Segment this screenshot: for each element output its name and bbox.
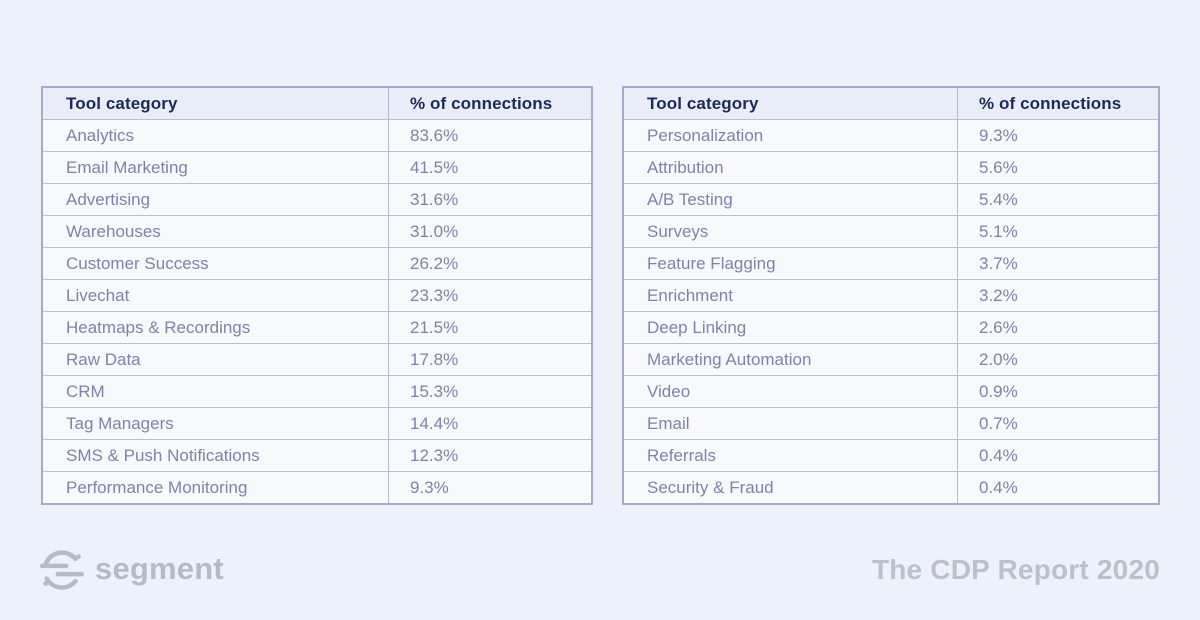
table-row: Deep Linking 2.6% — [624, 311, 1158, 343]
table-row: Heatmaps & Recordings 21.5% — [43, 311, 591, 343]
table-row: Tag Managers 14.4% — [43, 407, 591, 439]
tool-category-cell: Marketing Automation — [647, 349, 812, 369]
percent-connections-cell: 83.6% — [388, 120, 591, 151]
table-row: Video 0.9% — [624, 375, 1158, 407]
table-body: Personalization 9.3% Attribution 5.6% A/B Te… — [624, 119, 1158, 503]
percent-connections-cell: 26.2% — [388, 248, 591, 279]
tool-category-cell: A/B Testing — [647, 189, 733, 209]
percent-connections-cell: 9.3% — [388, 472, 591, 503]
column-header-percent-connections: % of connections — [957, 88, 1158, 119]
percent-connections-cell: 31.6% — [388, 184, 591, 215]
table-body: Analytics 83.6% Email Marketing 41.5% Advert… — [43, 119, 591, 503]
percent-connections-cell: 21.5% — [388, 312, 591, 343]
percent-connections-cell: 3.7% — [957, 248, 1158, 279]
tool-category-cell: Heatmaps & Recordings — [66, 317, 251, 337]
percent-connections-cell: 2.6% — [957, 312, 1158, 343]
brand-name: segment — [95, 550, 224, 586]
tool-category-cell: Tag Managers — [66, 413, 174, 433]
table-row: SMS & Push Notifications 12.3% — [43, 439, 591, 471]
percent-connections-cell: 5.1% — [957, 216, 1158, 247]
percent-connections-cell: 5.4% — [957, 184, 1158, 215]
percent-connections-cell: 41.5% — [388, 152, 591, 183]
percent-connections-cell: 14.4% — [388, 408, 591, 439]
table-row: Feature Flagging 3.7% — [624, 247, 1158, 279]
tool-category-cell: Attribution — [647, 157, 724, 177]
table-row: Surveys 5.1% — [624, 215, 1158, 247]
percent-connections-cell: 23.3% — [388, 280, 591, 311]
table-row: Personalization 9.3% — [624, 119, 1158, 151]
table-row: Advertising 31.6% — [43, 183, 591, 215]
percent-connections-cell: 0.4% — [957, 472, 1158, 503]
percent-connections-cell: 3.2% — [957, 280, 1158, 311]
tool-category-cell: Warehouses — [66, 221, 161, 241]
percent-connections-cell: 0.4% — [957, 440, 1158, 471]
table-row: Referrals 0.4% — [624, 439, 1158, 471]
connections-table-right: Tool category % of connections Personali… — [622, 86, 1160, 505]
tool-category-cell: Performance Monitoring — [66, 477, 248, 497]
tool-category-cell: Deep Linking — [647, 317, 747, 337]
tool-category-cell: Livechat — [66, 285, 130, 305]
table-header-row: Tool category % of connections — [43, 88, 591, 119]
tool-category-cell: Security & Fraud — [647, 477, 774, 497]
tool-category-cell: Personalization — [647, 125, 764, 145]
percent-connections-cell: 5.6% — [957, 152, 1158, 183]
table-row: Warehouses 31.0% — [43, 215, 591, 247]
connections-table-left: Tool category % of connections Analytics… — [41, 86, 593, 505]
tool-category-cell: Video — [647, 381, 691, 401]
table-row: Livechat 23.3% — [43, 279, 591, 311]
percent-connections-cell: 0.9% — [957, 376, 1158, 407]
tool-category-cell: Referrals — [647, 445, 716, 465]
table-row: Email Marketing 41.5% — [43, 151, 591, 183]
column-header-tool-category: Tool category — [647, 93, 759, 113]
percent-connections-cell: 0.7% — [957, 408, 1158, 439]
tool-category-cell: Email Marketing — [66, 157, 188, 177]
table-row: Attribution 5.6% — [624, 151, 1158, 183]
table-row: Marketing Automation 2.0% — [624, 343, 1158, 375]
tool-category-cell: Advertising — [66, 189, 151, 209]
percent-connections-cell: 12.3% — [388, 440, 591, 471]
tool-category-cell: CRM — [66, 381, 105, 401]
table-row: Customer Success 26.2% — [43, 247, 591, 279]
tool-category-cell: Surveys — [647, 221, 709, 241]
percent-connections-cell: 31.0% — [388, 216, 591, 247]
tool-category-cell: SMS & Push Notifications — [66, 445, 260, 465]
tool-category-cell: Raw Data — [66, 349, 141, 369]
tool-category-cell: Email — [647, 413, 690, 433]
table-row: Analytics 83.6% — [43, 119, 591, 151]
table-row: Security & Fraud 0.4% — [624, 471, 1158, 503]
percent-connections-cell: 17.8% — [388, 344, 591, 375]
table-row: Enrichment 3.2% — [624, 279, 1158, 311]
tool-category-cell: Feature Flagging — [647, 253, 776, 273]
tool-category-cell: Analytics — [66, 125, 135, 145]
table-header-row: Tool category % of connections — [624, 88, 1158, 119]
table-row: Performance Monitoring 9.3% — [43, 471, 591, 503]
table-row: Email 0.7% — [624, 407, 1158, 439]
table-row: A/B Testing 5.4% — [624, 183, 1158, 215]
tool-category-cell: Enrichment — [647, 285, 733, 305]
segment-logo-icon — [40, 550, 84, 590]
column-header-percent-connections: % of connections — [388, 88, 591, 119]
percent-connections-cell: 2.0% — [957, 344, 1158, 375]
table-row: CRM 15.3% — [43, 375, 591, 407]
percent-connections-cell: 9.3% — [957, 120, 1158, 151]
report-title: The CDP Report 2020 — [871, 554, 1160, 585]
tool-category-cell: Customer Success — [66, 253, 209, 273]
table-row: Raw Data 17.8% — [43, 343, 591, 375]
percent-connections-cell: 15.3% — [388, 376, 591, 407]
segment-brand: segment — [40, 548, 224, 592]
column-header-tool-category: Tool category — [66, 93, 178, 113]
